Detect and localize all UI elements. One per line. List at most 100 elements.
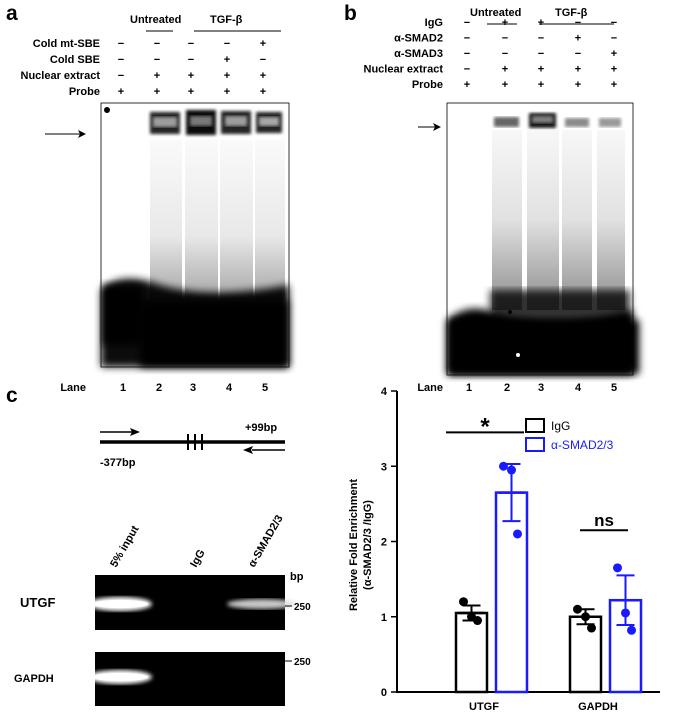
row-label-5: Probe bbox=[412, 79, 443, 91]
plus-mark: + bbox=[224, 70, 230, 82]
chip-qpcr-chart: 0 1 2 3 4 Relative Fold Enrichment (α-SMAD2/3 … bbox=[348, 386, 660, 713]
lane-label-a: Lane bbox=[60, 382, 86, 394]
y-axis-label: Relative Fold Enrichment (α-SMAD2/3 /IgG) bbox=[348, 479, 374, 611]
plus-mark: + bbox=[464, 79, 470, 91]
panel-a: Untreated TGF-β Cold mt-SBE − − − − + Cold SBE… bbox=[21, 14, 290, 394]
panel-letter-c: c bbox=[6, 384, 18, 407]
plus-mark: + bbox=[611, 79, 617, 91]
plus-mark: + bbox=[118, 86, 124, 98]
x-tick-label-gapdh: GAPDH bbox=[578, 701, 618, 713]
minus-mark: − bbox=[260, 54, 266, 66]
lane-number: 3 bbox=[190, 382, 196, 394]
plus-mark: + bbox=[611, 48, 617, 60]
row-label-4: Probe bbox=[69, 86, 100, 98]
minus-mark: − bbox=[502, 33, 508, 45]
forward-primer-head bbox=[130, 428, 140, 436]
data-point bbox=[499, 461, 508, 471]
minus-mark: − bbox=[154, 54, 160, 66]
bar-α-SMAD2/3-UTGF bbox=[494, 491, 529, 694]
plus-mark: + bbox=[502, 64, 508, 76]
bar-IgG-UTGF bbox=[454, 611, 489, 694]
reverse-primer-head bbox=[243, 446, 253, 454]
group-label-untreated: Untreated bbox=[130, 14, 181, 26]
group-label-untreated-b: Untreated bbox=[470, 7, 521, 19]
row-label-3: α-SMAD3 bbox=[394, 48, 443, 60]
data-point bbox=[507, 465, 516, 475]
arrow-head-a bbox=[78, 130, 86, 138]
row-label-2: Cold SBE bbox=[50, 54, 100, 66]
lane-number: 5 bbox=[262, 382, 268, 394]
bar-IgG-GAPDH bbox=[568, 615, 603, 694]
data-point bbox=[627, 625, 636, 635]
minus-mark: − bbox=[464, 48, 470, 60]
chip-column-labels: 5% input IgG α-SMAD2/3 bbox=[108, 513, 285, 569]
y-tick-label: 4 bbox=[381, 386, 388, 398]
significance-label: * bbox=[480, 413, 490, 440]
lane-number: 1 bbox=[120, 382, 126, 394]
data-point bbox=[513, 529, 522, 539]
lane-number: 4 bbox=[226, 382, 233, 394]
gel-row-label-utgf: UTGF bbox=[20, 595, 55, 610]
band-utgf-smad bbox=[227, 599, 297, 609]
data-point bbox=[613, 563, 622, 573]
bp-label: bp bbox=[290, 571, 304, 583]
arrow-head-b bbox=[433, 123, 441, 131]
lane-number: 5 bbox=[611, 382, 617, 394]
legend-label: IgG bbox=[551, 419, 570, 433]
minus-mark: − bbox=[224, 38, 230, 50]
minus-mark: − bbox=[538, 48, 544, 60]
legend-swatch bbox=[525, 418, 545, 433]
condition-table-a: Cold mt-SBE − − − − + Cold SBE − − − + − Nuclear ext… bbox=[21, 38, 267, 98]
minus-mark: − bbox=[464, 17, 470, 29]
plus-mark: + bbox=[224, 54, 230, 66]
minus-mark: − bbox=[611, 17, 617, 29]
lane-numbers-b: 1 2 3 4 5 bbox=[466, 382, 617, 394]
minus-mark: − bbox=[575, 17, 581, 29]
data-point bbox=[473, 616, 482, 626]
plus-mark: + bbox=[188, 86, 194, 98]
chip-column-label: α-SMAD2/3 bbox=[246, 513, 285, 569]
minus-mark: − bbox=[464, 64, 470, 76]
emsa-gel-b-content bbox=[447, 113, 639, 375]
minus-mark: − bbox=[188, 38, 194, 50]
group-label-tgf: TGF-β bbox=[210, 14, 243, 26]
panel-b: Untreated TGF-β IgG − + + − − α-SMAD2 − − − + − α-SM… bbox=[364, 7, 639, 394]
data-point bbox=[581, 612, 590, 622]
plus-mark: + bbox=[224, 86, 230, 98]
minus-mark: − bbox=[502, 48, 508, 60]
minus-mark: − bbox=[154, 38, 160, 50]
left-position-label: -377bp bbox=[100, 457, 136, 469]
lane-numbers-a: 1 2 3 4 5 bbox=[120, 382, 268, 394]
minus-mark: − bbox=[118, 70, 124, 82]
data-point bbox=[573, 604, 582, 614]
plus-mark: + bbox=[260, 70, 266, 82]
x-tick-label-utgf: UTGF bbox=[469, 701, 499, 713]
right-position-label: +99bp bbox=[245, 422, 277, 434]
plus-mark: + bbox=[538, 64, 544, 76]
row-label-1: Cold mt-SBE bbox=[33, 38, 100, 50]
row-label-2: α-SMAD2 bbox=[394, 33, 443, 45]
minus-mark: − bbox=[118, 54, 124, 66]
chip-gels: 5% input IgG α-SMAD2/3 bp UTGF GAPDH 250 2… bbox=[14, 513, 311, 706]
condition-table-b: IgG − + + − − α-SMAD2 − − − + − α-SMAD3 − − − − + Nuclear … bbox=[364, 17, 618, 91]
panel-letter-b: b bbox=[344, 2, 357, 25]
data-point bbox=[621, 608, 630, 618]
marker-250-gapdh: 250 bbox=[294, 657, 311, 668]
plus-mark: + bbox=[502, 17, 508, 29]
minus-mark: − bbox=[611, 33, 617, 45]
emsa-gel-a-content bbox=[101, 107, 289, 367]
row-label-4: Nuclear extract bbox=[364, 64, 444, 76]
plus-mark: + bbox=[538, 17, 544, 29]
group-label-tgf-b: TGF-β bbox=[555, 7, 588, 19]
plus-mark: + bbox=[611, 64, 617, 76]
panel-letter-a: a bbox=[6, 2, 18, 25]
minus-mark: − bbox=[188, 54, 194, 66]
minus-mark: − bbox=[118, 38, 124, 50]
row-label-3: Nuclear extract bbox=[21, 70, 101, 82]
data-point bbox=[587, 623, 596, 633]
legend-label: α-SMAD2/3 bbox=[551, 438, 614, 452]
lane-label-b: Lane bbox=[417, 382, 443, 394]
chip-column-label: IgG bbox=[188, 548, 208, 570]
